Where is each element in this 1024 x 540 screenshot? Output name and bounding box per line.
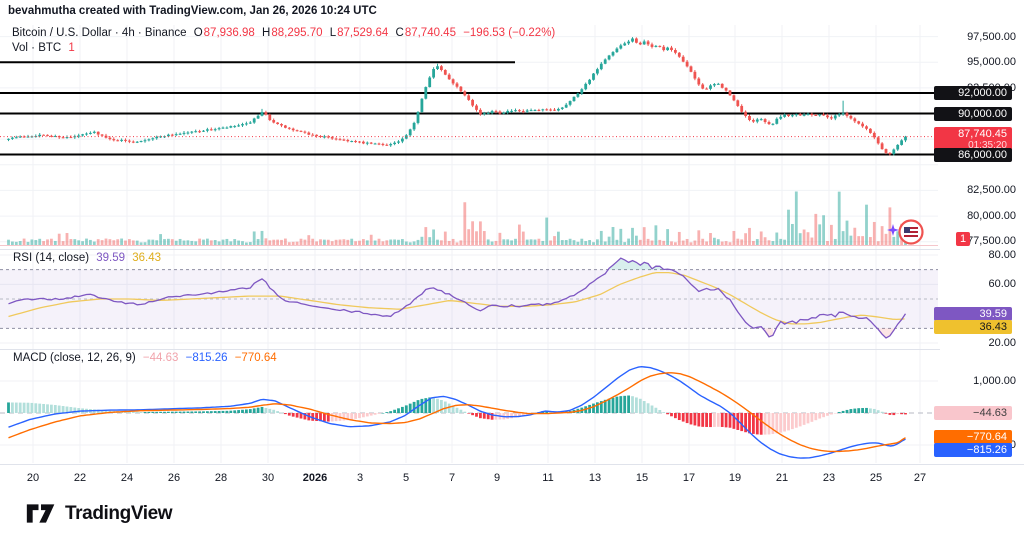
attribution: bevahmutha created with TradingView.com,… (8, 5, 377, 17)
ohlc-open-label: O (193, 27, 203, 39)
volume-legend-value: 1 (68, 42, 75, 54)
rsi-legend-value: 39.59 (96, 252, 126, 264)
axis-value-badge: 90,000.00 (934, 107, 1012, 121)
macd-lines (8, 365, 906, 459)
time-axis-label: 17 (682, 472, 696, 484)
ohlc-close-value: 87,740.45 (404, 27, 456, 39)
time-axis-label: 7 (448, 472, 456, 484)
time-axis-label: 19 (728, 472, 742, 484)
price-axis-label: 82,500.00 (967, 183, 1016, 196)
axis-value-badge: 39.59 (934, 307, 1012, 321)
rsi-legend-ma-value: 36.43 (132, 252, 162, 264)
rsi-lines (8, 257, 907, 339)
volume-legend[interactable]: Vol · BTC 1 (12, 42, 79, 54)
axis-value-badge: −770.64 (934, 430, 1012, 444)
price-levels (0, 61, 938, 156)
tradingview-logo[interactable]: TradingView (26, 501, 173, 526)
macd-legend[interactable]: MACD (close, 12, 26, 9) −44.63 −815.26 −… (13, 352, 281, 364)
volume-legend-label[interactable]: Vol · BTC (12, 42, 62, 54)
time-axis-label: 26 (167, 472, 181, 484)
chart-plot[interactable] (0, 0, 940, 495)
time-axis-label: 2026 (302, 472, 328, 484)
price-axis-label: 20.00 (988, 336, 1016, 349)
axis-value-badge: 86,000.00 (934, 148, 1012, 162)
macd-legend-macd-value: −815.26 (185, 352, 228, 364)
time-axis-label: 13 (588, 472, 602, 484)
macd-pane-separator[interactable] (0, 349, 940, 350)
time-axis[interactable]: 20 22 24 26 28 30 2026 3 5 7 9 11 13 15 17 19 21 23 25 27 (0, 464, 1024, 493)
rsi-band (0, 269, 938, 414)
tradingview-mark-icon (26, 504, 55, 523)
rsi-pane-separator[interactable] (0, 249, 940, 250)
time-axis-label: 22 (73, 472, 87, 484)
macd-legend-label[interactable]: MACD (close, 12, 26, 9) (13, 352, 136, 364)
price-axis-label: 80.00 (988, 248, 1016, 261)
axis-value-badge: −44.63 (934, 406, 1012, 420)
time-axis-label: 11 (542, 472, 554, 484)
time-axis-label: 15 (635, 472, 649, 484)
time-axis-label: 30 (261, 472, 275, 484)
ohlc-open-value: 87,936.98 (203, 27, 255, 39)
price-axis-label: 1,000.00 (973, 374, 1016, 387)
economic-event-icon[interactable] (886, 216, 926, 255)
macd-histogram (7, 395, 907, 435)
volume-value-badge: 1 (956, 232, 971, 246)
ohlc-change: −196.53 (−0.22%) (463, 27, 556, 39)
axis-value-badge: 92,000.00 (934, 86, 1012, 100)
axis-value-badge: −815.26 (934, 443, 1012, 457)
time-axis-label: 5 (402, 472, 410, 484)
ohlc-low-value: 87,529.64 (337, 27, 389, 39)
volume-bars (7, 191, 907, 245)
price-axis-label: 97,500.00 (967, 30, 1016, 43)
macd-legend-signal-value: −770.64 (234, 352, 277, 364)
ohlc-high-label: H (262, 27, 271, 39)
price-axis-label: 60.00 (988, 277, 1016, 290)
time-axis-label: 3 (356, 472, 364, 484)
sparkle-icon (887, 224, 899, 236)
rsi-legend-label[interactable]: RSI (14, close) (13, 252, 90, 264)
symbol-title[interactable]: Bitcoin / U.S. Dollar · 4h · Binance (12, 27, 187, 39)
tradingview-logo-text: TradingView (65, 502, 173, 524)
macd-legend-hist-value: −44.63 (142, 352, 179, 364)
ohlc-high-value: 88,295.70 (271, 27, 323, 39)
ohlc-low-label: L (329, 27, 337, 39)
time-axis-label: 27 (913, 472, 927, 484)
price-axis[interactable]: 97,500.0095,000.0092,500.0082,500.0080,0… (934, 0, 1024, 492)
candles (7, 37, 907, 156)
time-axis-label: 28 (214, 472, 228, 484)
time-axis-label: 9 (493, 472, 501, 484)
candle-countdown: 01:35:20 (968, 140, 1007, 151)
price-axis-label: 80,000.00 (967, 209, 1016, 222)
price-axis-label: 95,000.00 (967, 55, 1016, 68)
price-axis-label: 77,500.00 (967, 234, 1016, 247)
time-axis-label: 21 (775, 472, 789, 484)
time-axis-label: 20 (26, 472, 40, 484)
time-axis-label: 24 (120, 472, 134, 484)
ohlc-close-label: C (395, 27, 404, 39)
rsi-legend[interactable]: RSI (14, close) 39.59 36.43 (13, 252, 165, 264)
time-axis-label: 23 (822, 472, 836, 484)
time-axis-label: 25 (869, 472, 883, 484)
axis-value-badge: 36.43 (934, 320, 1012, 334)
us-flag-icon (904, 227, 918, 237)
symbol-legend[interactable]: Bitcoin / U.S. Dollar · 4h · Binance O87… (12, 27, 559, 39)
